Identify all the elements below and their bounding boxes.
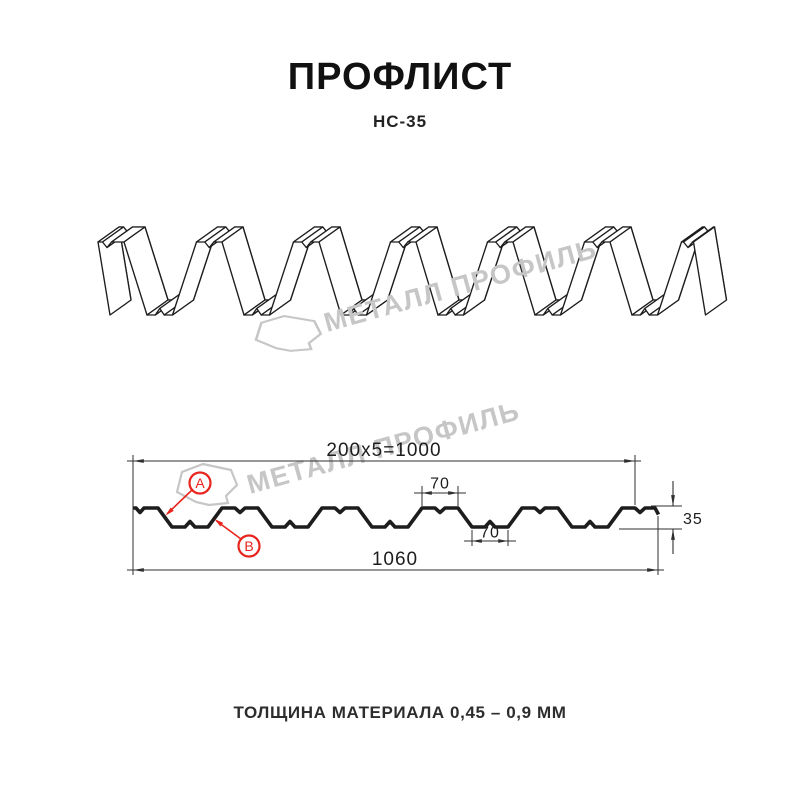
callout-b-label: B: [244, 538, 253, 554]
callout-a-label: A: [195, 475, 205, 491]
dimension-arrowhead: [671, 495, 675, 506]
callout-b-circle: [237, 534, 261, 558]
callout-a-circle: [188, 471, 212, 495]
dimension-arrowhead: [498, 539, 508, 543]
profile-3d-drawing: [97, 226, 728, 316]
sheet-face: [221, 226, 266, 316]
callout-b-arrowhead: [214, 519, 224, 527]
sheet-face: [415, 226, 460, 316]
profile-outline: [133, 506, 661, 529]
dimension-arrowhead: [133, 459, 144, 463]
dimension-arrowhead: [448, 491, 458, 495]
sheet-face: [318, 226, 363, 316]
sheet-face: [609, 226, 654, 316]
callout-a-arrowhead: [165, 507, 174, 516]
page-title: ПРОФЛИСТ: [287, 56, 513, 98]
dim-crest-width-label: 70: [430, 476, 450, 493]
sheet-face: [123, 226, 169, 316]
cross-section-diagram: 200x5=1000 1060 70 70 35 A B: [127, 440, 703, 575]
dimension-arrowhead: [647, 568, 658, 572]
dimension-arrowhead: [422, 491, 432, 495]
sheet-face: [512, 226, 557, 316]
profile-model-subtitle: НС-35: [372, 112, 428, 131]
dim-height-label: 35: [683, 511, 703, 528]
dim-valley-width-label: 70: [480, 525, 500, 542]
dim-total-width-label: 1060: [372, 549, 418, 570]
dimension-arrowhead: [624, 459, 635, 463]
dimension-arrowhead: [133, 568, 144, 572]
thickness-note: ТОЛЩИНА МАТЕРИАЛА 0,45 – 0,9 ММ: [233, 703, 567, 722]
dimension-arrowhead: [472, 539, 482, 543]
dim-pitch-label: 200x5=1000: [326, 440, 441, 461]
dimension-arrowhead: [671, 529, 675, 540]
sheet-face: [692, 226, 728, 316]
